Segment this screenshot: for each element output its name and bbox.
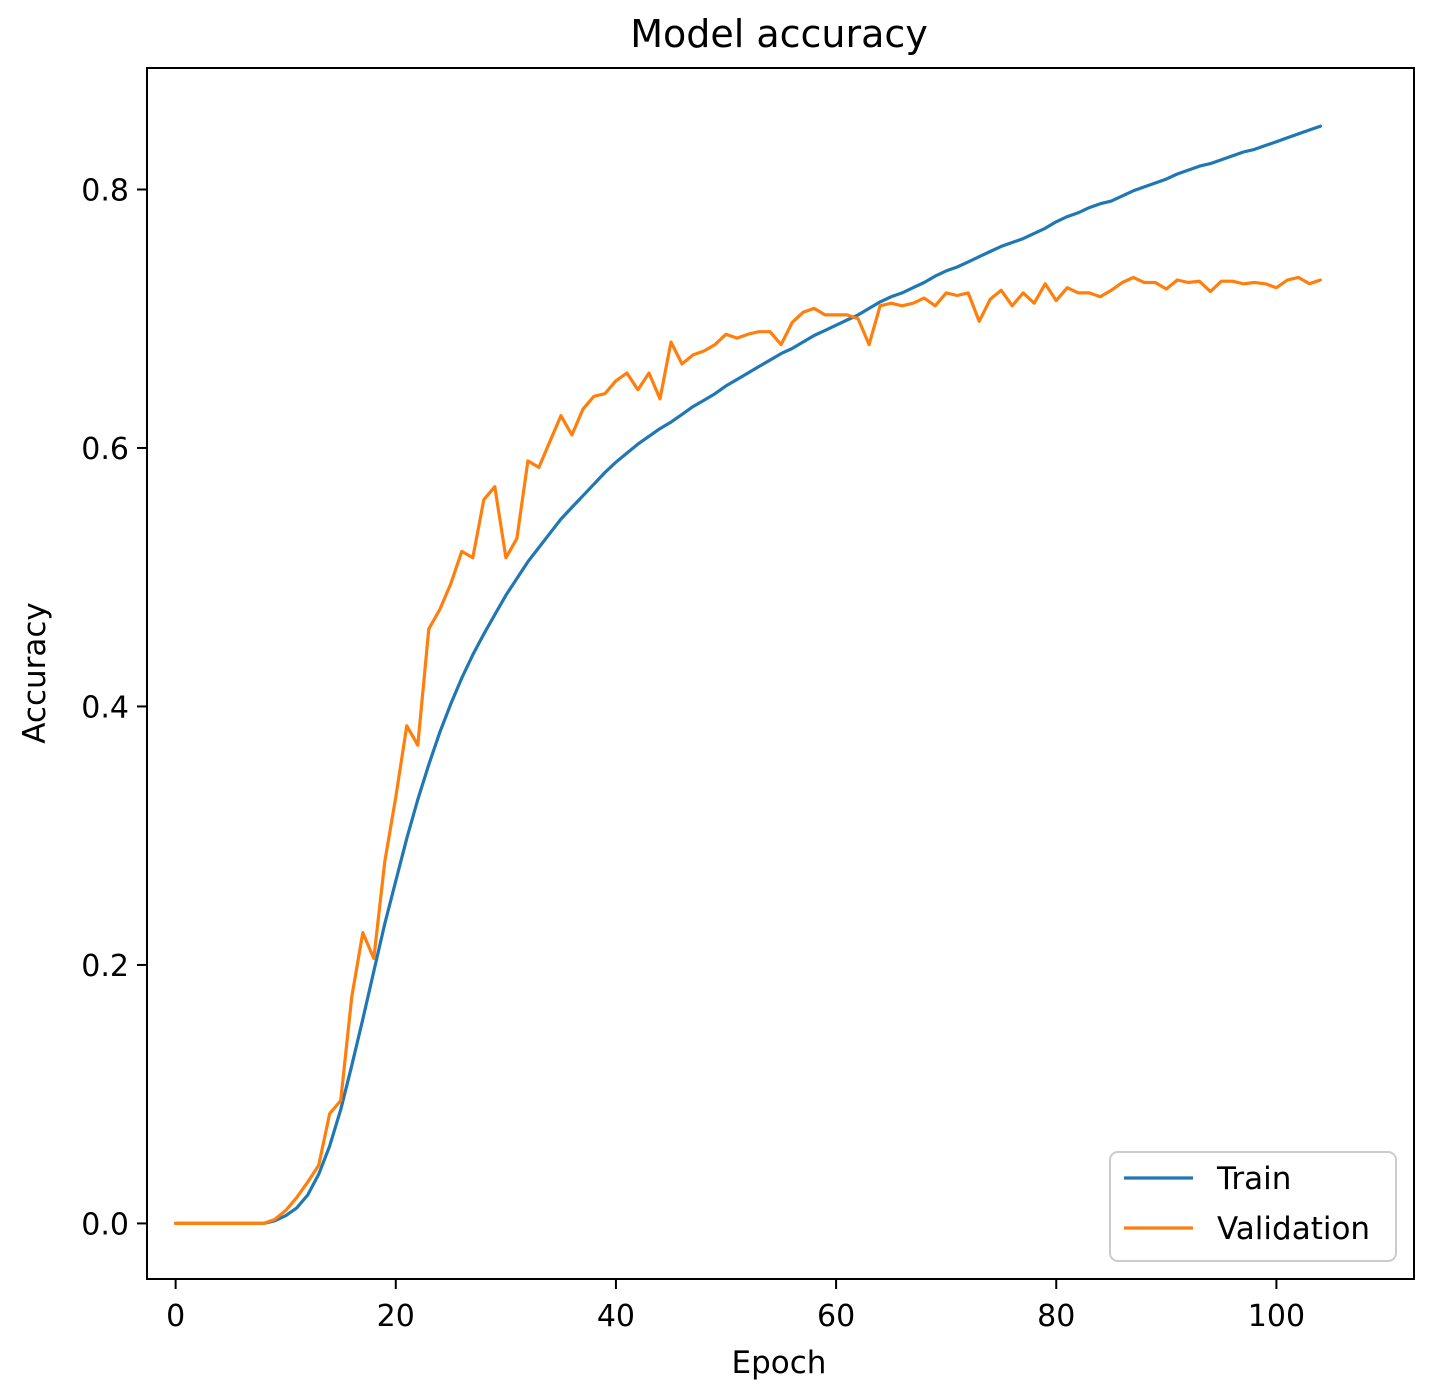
x-tick-label: 60	[817, 1299, 855, 1334]
y-axis-ticks: 0.0 0.2 0.4 0.6 0.8	[81, 173, 147, 1242]
x-tick-label: 40	[597, 1299, 635, 1334]
y-tick-label: 0.0	[81, 1207, 129, 1242]
legend: Train Validation	[1109, 1151, 1397, 1262]
x-tick-label: 80	[1037, 1299, 1075, 1334]
x-axis-ticks: 0 20 40 60 80 100	[166, 1279, 1305, 1334]
y-axis-label: Accuracy	[17, 602, 53, 744]
y-tick-label: 0.4	[81, 690, 129, 725]
series-line-train	[174, 124, 1323, 1226]
x-tick-label: 100	[1248, 1299, 1305, 1334]
legend-label-train: Train	[1216, 1161, 1291, 1197]
x-tick-label: 20	[377, 1299, 415, 1334]
series-layer	[174, 124, 1323, 1226]
chart-title: Model accuracy	[630, 12, 928, 56]
x-tick-label: 0	[166, 1299, 185, 1334]
y-tick-label: 0.2	[81, 949, 129, 984]
series-line-validation	[174, 275, 1323, 1226]
y-tick-label: 0.6	[81, 432, 129, 467]
plot-frame	[146, 67, 1415, 1280]
legend-label-validation: Validation	[1217, 1211, 1370, 1247]
y-tick-label: 0.8	[81, 173, 129, 208]
x-axis-label: Epoch	[732, 1345, 827, 1381]
